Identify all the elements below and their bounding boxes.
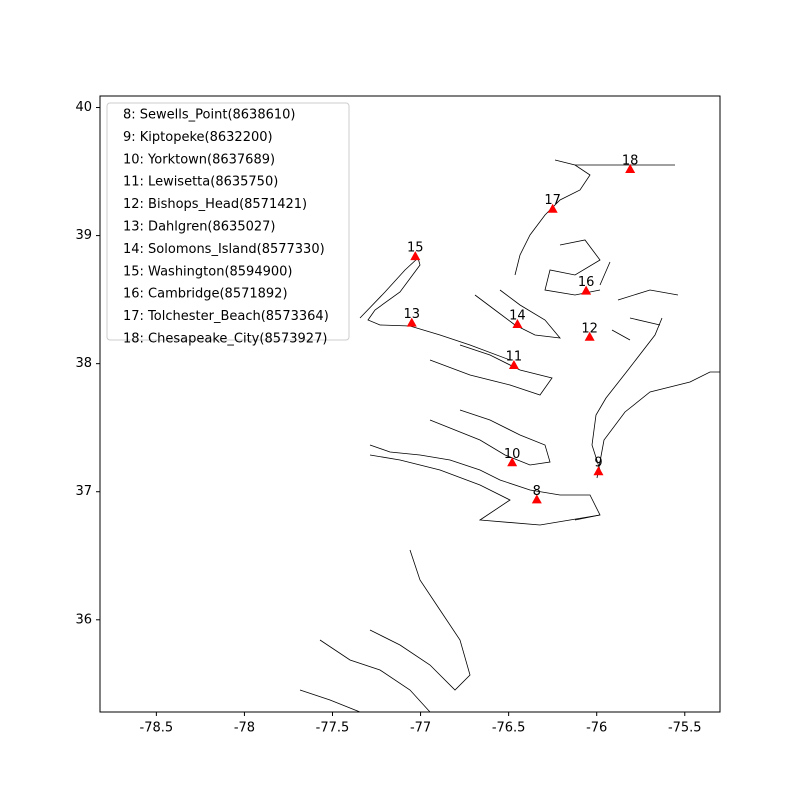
station-marker — [581, 285, 592, 295]
legend-entry: 15: Washington(8594900) — [123, 264, 293, 279]
y-tick-label: 37 — [75, 484, 92, 499]
station-label: 17 — [544, 193, 561, 208]
station-marker — [547, 203, 558, 213]
station-marker — [507, 457, 518, 467]
station-label: 14 — [509, 308, 526, 323]
station-marker — [625, 163, 636, 173]
plot-frame — [99, 95, 721, 713]
station-label: 10 — [504, 447, 521, 462]
station-marker — [584, 331, 595, 341]
station-label: 11 — [506, 349, 523, 364]
legend-entry: 17: Tolchester_Beach(8573364) — [123, 309, 329, 324]
station-marker — [512, 318, 523, 328]
y-tick-label: 40 — [75, 100, 92, 115]
legend-entry: 10: Yorktown(8637689) — [123, 152, 275, 167]
station-label: 12 — [581, 321, 598, 336]
coastline — [299, 159, 720, 713]
station-marker — [410, 251, 421, 261]
station-marker — [406, 317, 417, 327]
legend-entry: 12: Bishops_Head(8571421) — [123, 197, 307, 212]
legend-entry: 8: Sewells_Point(8638610) — [123, 108, 295, 123]
y-tick-label: 39 — [75, 228, 92, 243]
y-tick-label: 38 — [75, 356, 92, 371]
x-tick-label: -75.5 — [668, 721, 702, 736]
legend-entry: 16: Cambridge(8571892) — [123, 287, 288, 302]
x-tick-label: -76 — [586, 721, 607, 736]
station-label: 8 — [533, 484, 541, 499]
legend-entry: 18: Chesapeake_City(8573927) — [123, 332, 327, 347]
x-tick-label: -77.5 — [316, 721, 350, 736]
legend-entry: 13: Dahlgren(8635027) — [123, 220, 275, 235]
x-tick-label: -78.5 — [140, 721, 174, 736]
station-label: 18 — [622, 153, 639, 168]
x-tick-label: -78 — [234, 721, 255, 736]
legend-entry: 14: Solomons_Island(8577330) — [123, 242, 325, 257]
station-marker — [531, 494, 542, 504]
x-tick-label: -76.5 — [492, 721, 526, 736]
y-tick-label: 36 — [75, 612, 92, 627]
station-label: 15 — [407, 241, 424, 256]
legend-entry: 9: Kiptopeke(8632200) — [123, 130, 273, 145]
x-tick-label: -77 — [410, 721, 431, 736]
station-label: 16 — [578, 275, 595, 290]
station-marker — [508, 359, 519, 369]
legend-entry: 11: Lewisetta(8635750) — [123, 175, 278, 190]
station-label: 13 — [403, 307, 420, 322]
legend-box — [106, 102, 350, 341]
station-marker — [593, 466, 604, 476]
legend: 8: Sewells_Point(8638610) 9: Kiptopeke(86… — [106, 102, 350, 347]
station-label: 9 — [594, 456, 602, 471]
